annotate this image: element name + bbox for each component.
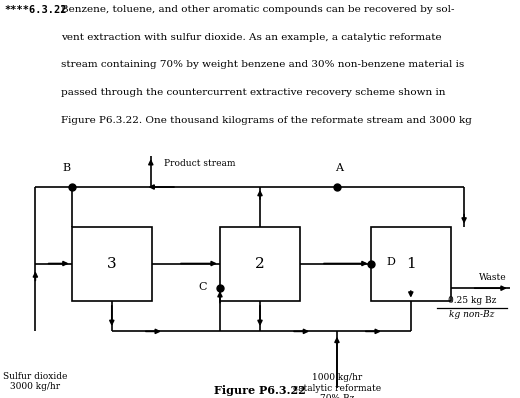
Text: A: A	[335, 164, 344, 174]
Text: 1000 kg/hr
catalytic reformate
70% Bz: 1000 kg/hr catalytic reformate 70% Bz	[293, 373, 381, 398]
Text: D: D	[386, 257, 395, 267]
Text: stream containing 70% by weight benzene and 30% non-benzene material is: stream containing 70% by weight benzene …	[61, 60, 464, 70]
Text: Benzene, toluene, and other aromatic compounds can be recovered by sol-: Benzene, toluene, and other aromatic com…	[61, 5, 455, 14]
Bar	[370, 226, 451, 300]
Text: Figure P6.3.22. One thousand kilograms of the reformate stream and 3000 kg: Figure P6.3.22. One thousand kilograms o…	[61, 116, 472, 125]
Text: C: C	[199, 282, 207, 292]
Bar	[72, 226, 152, 300]
Text: 3: 3	[107, 257, 116, 271]
Text: passed through the countercurrent extractive recovery scheme shown in: passed through the countercurrent extrac…	[61, 88, 446, 98]
Text: 2: 2	[255, 257, 265, 271]
Text: 0.25 kg Bz: 0.25 kg Bz	[448, 297, 496, 306]
Text: Waste: Waste	[479, 273, 507, 282]
Text: 1: 1	[406, 257, 415, 271]
Text: Product stream: Product stream	[164, 159, 236, 168]
Text: vent extraction with sulfur dioxide. As an example, a catalytic reformate: vent extraction with sulfur dioxide. As …	[61, 33, 442, 42]
Text: Figure P6.3.22: Figure P6.3.22	[214, 384, 306, 396]
Text: B: B	[62, 164, 71, 174]
Text: kg non-Bz: kg non-Bz	[449, 310, 495, 320]
Bar	[219, 226, 301, 300]
Text: ****6.3.22: ****6.3.22	[4, 5, 67, 15]
Text: Sulfur dioxide
3000 kg/hr: Sulfur dioxide 3000 kg/hr	[3, 372, 68, 392]
